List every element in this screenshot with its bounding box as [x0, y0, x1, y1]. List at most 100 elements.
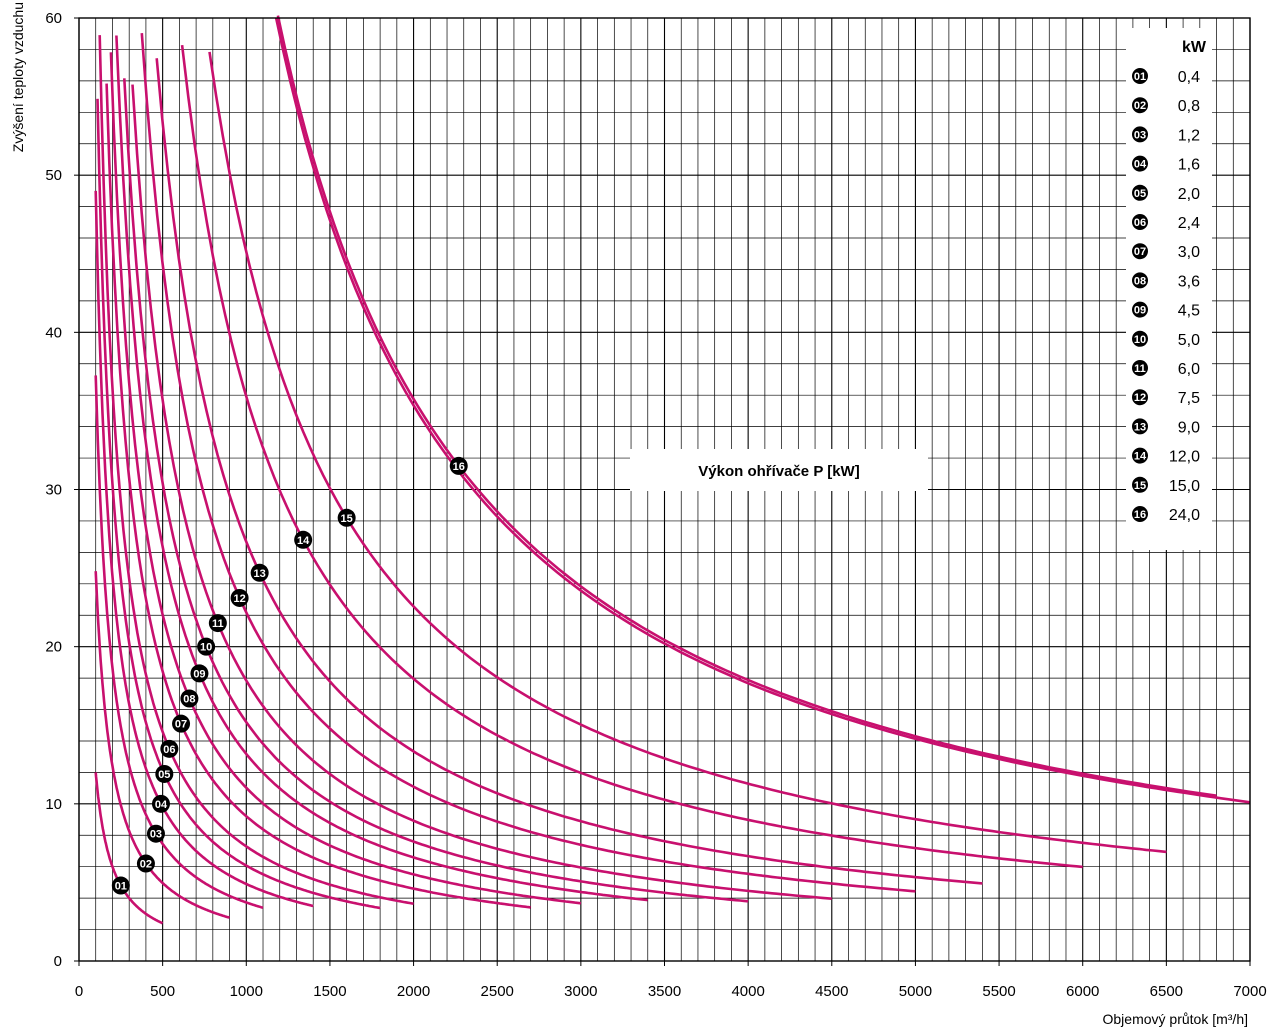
legend-value: 0,8 [1178, 98, 1200, 115]
legend-marker-label: 02 [1134, 100, 1146, 112]
curve-10 [123, 78, 749, 903]
curve-01 [94, 772, 164, 925]
legend-marker-label: 12 [1134, 392, 1146, 404]
curve-marker-label: 05 [158, 769, 170, 781]
curve-marker-label: 10 [200, 642, 212, 654]
curve-06 [98, 35, 414, 905]
curve-13 [155, 58, 983, 885]
curve-marker-05 [155, 764, 174, 783]
legend: kW 01 0,4 02 0,8 03 1,2 04 1,6 05 2,0 06 2,4 07 3,0 08… [1126, 28, 1212, 550]
curve-marker-label: 12 [233, 593, 245, 605]
legend-marker-label: 11 [1134, 363, 1146, 375]
legend-value: 6,0 [1178, 361, 1200, 378]
legend-marker-13 [1132, 418, 1148, 435]
legend-value: 24,0 [1169, 507, 1200, 524]
legend-marker-label: 05 [1134, 188, 1146, 200]
curve-marker-03 [146, 824, 165, 843]
legend-marker-08 [1132, 272, 1148, 289]
curve-outer [274, 17, 1251, 804]
x-tick-label: 1000 [230, 983, 263, 1000]
curve-04 [94, 190, 314, 908]
curve-marker-02 [136, 854, 155, 873]
legend-value: 9,0 [1178, 419, 1200, 436]
legend-marker-label: 08 [1134, 275, 1146, 287]
curve-marker-09 [190, 664, 209, 683]
legend-marker-10 [1132, 330, 1148, 347]
legend-marker-04 [1132, 155, 1148, 172]
curve-marker-12 [230, 588, 249, 607]
y-axis-ticks: 0 10 20 30 40 50 60 [45, 10, 79, 970]
legend-marker-03 [1132, 126, 1148, 143]
curve-marker-label: 01 [115, 881, 127, 893]
annotation-text: Výkon ohřívače P [kW] [698, 463, 859, 480]
x-tick-label: 2500 [481, 983, 514, 1000]
legend-marker-05 [1132, 184, 1148, 201]
legend-value: 4,5 [1178, 303, 1200, 320]
legend-marker-label: 03 [1134, 129, 1146, 141]
x-tick-label: 500 [150, 983, 175, 1000]
curve-marker-label: 09 [193, 668, 205, 680]
annotation-box: Výkon ohřívače P [kW] [630, 449, 928, 491]
x-tick-label: 4000 [731, 983, 764, 1000]
legend-value: 7,5 [1178, 390, 1200, 407]
y-tick-label: 20 [45, 639, 62, 656]
legend-value: 3,0 [1178, 244, 1200, 261]
curve-marker-label: 08 [183, 694, 195, 706]
legend-value: 2,0 [1178, 186, 1200, 203]
curve-marker-label: 15 [341, 513, 353, 525]
curve-marker-16 [449, 456, 468, 475]
y-tick-label: 50 [45, 167, 62, 184]
curve-marker-label: 13 [254, 568, 266, 580]
curve-marker-label: 06 [163, 744, 175, 756]
legend-marker-label: 04 [1134, 159, 1147, 171]
curve-marker-08 [180, 689, 199, 708]
curve-11 [131, 84, 832, 900]
curve-marker-14 [294, 530, 313, 549]
legend-value: 2,4 [1178, 215, 1200, 232]
curve-marker-label: 14 [297, 535, 310, 547]
legend-header: kW [1182, 39, 1207, 56]
curve-12 [140, 33, 916, 893]
curves [94, 15, 1251, 925]
curve-marker-04 [151, 794, 170, 813]
x-tick-label: 0 [75, 983, 83, 1000]
curve-02 [94, 571, 231, 919]
legend-value: 0,4 [1178, 69, 1200, 86]
legend-marker-07 [1132, 243, 1148, 260]
curve-15 [208, 51, 1167, 854]
x-tick-label: 3000 [564, 983, 597, 1000]
legend-marker-label: 09 [1134, 305, 1146, 317]
legend-marker-label: 07 [1134, 246, 1146, 258]
curve-marker-13 [250, 563, 269, 582]
y-tick-label: 40 [45, 324, 62, 341]
legend-marker-15 [1132, 476, 1148, 493]
x-axis-label: Objemový průtok [m³/h] [1103, 1011, 1249, 1027]
legend-marker-label: 16 [1134, 509, 1146, 521]
legend-value: 3,6 [1178, 273, 1200, 290]
curve-marker-label: 07 [175, 719, 187, 731]
curve-marker-10 [197, 637, 216, 656]
curve-marker-11 [208, 614, 227, 633]
y-tick-label: 0 [54, 953, 62, 970]
x-tick-label: 1500 [313, 983, 346, 1000]
curve-16 [276, 15, 1217, 797]
y-tick-label: 10 [45, 796, 62, 813]
legend-marker-09 [1132, 301, 1148, 318]
curve-marker-07 [172, 714, 191, 733]
legend-marker-label: 13 [1134, 421, 1146, 433]
x-tick-label: 4500 [815, 983, 848, 1000]
legend-value: 5,0 [1178, 332, 1200, 349]
curve-marker-06 [160, 739, 179, 758]
legend-marker-01 [1132, 68, 1148, 84]
x-axis-ticks: 0 500 1000 1500 2000 2500 3000 3500 4000 4500 5000… [75, 961, 1267, 1000]
curve-marker-label: 11 [212, 618, 224, 630]
x-tick-label: 6500 [1150, 983, 1183, 1000]
legend-marker-14 [1132, 447, 1148, 464]
curve-14 [180, 44, 1083, 869]
legend-marker-label: 14 [1134, 451, 1147, 463]
curve-marker-label: 04 [155, 799, 168, 811]
curve-03 [94, 375, 264, 910]
y-axis-label: Zvýšení teploty vzduchu [10, 2, 26, 152]
y-tick-label: 60 [45, 10, 62, 27]
